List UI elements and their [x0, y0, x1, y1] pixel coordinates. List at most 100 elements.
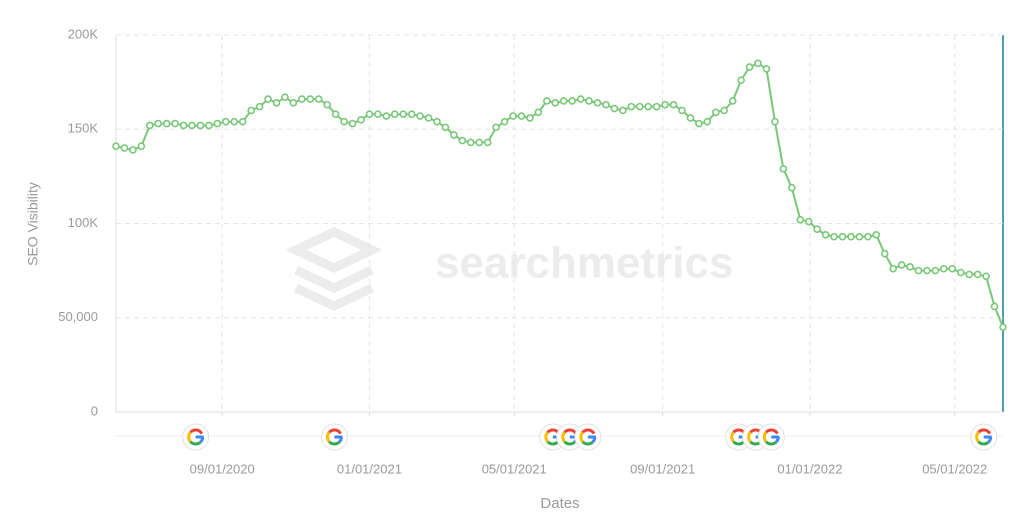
- point: [526, 114, 534, 122]
- point: [247, 106, 255, 115]
- logo-arc: [747, 431, 752, 443]
- logo-arc: [762, 431, 768, 443]
- point: [331, 110, 340, 118]
- google-update-marker: [320, 423, 348, 451]
- logo-arc: [977, 428, 992, 435]
- point: [754, 59, 762, 68]
- logo-arc: [189, 428, 204, 435]
- point: [390, 110, 399, 118]
- logo-arc: [546, 440, 559, 446]
- point: [264, 95, 272, 103]
- point: [737, 76, 745, 85]
- point: [897, 261, 906, 269]
- x-tick-label: 05/01/2021: [482, 461, 547, 476]
- y-tick-label: 200K: [68, 26, 99, 41]
- point: [644, 102, 653, 111]
- point: [635, 102, 644, 111]
- logo-arc: [581, 440, 594, 446]
- logo-arc: [975, 431, 980, 443]
- point: [720, 106, 729, 115]
- point: [534, 108, 543, 117]
- point: [112, 142, 120, 151]
- point: [145, 121, 154, 130]
- point: [475, 138, 484, 147]
- point: [619, 106, 627, 115]
- point: [441, 123, 450, 132]
- point: [711, 108, 720, 117]
- point: [424, 114, 433, 122]
- point: [222, 117, 230, 126]
- point: [804, 217, 813, 226]
- y-tick-label: 150K: [68, 121, 99, 136]
- point: [543, 97, 551, 105]
- point: [551, 99, 560, 107]
- point: [272, 99, 281, 107]
- point: [399, 110, 408, 118]
- point: [205, 121, 213, 130]
- point: [365, 110, 374, 118]
- point: [855, 232, 864, 241]
- point: [847, 232, 855, 241]
- point: [171, 119, 179, 128]
- point: [213, 119, 222, 128]
- point: [948, 264, 957, 273]
- point: [348, 119, 357, 128]
- logo-arc: [581, 428, 596, 435]
- watermark-logo: [285, 227, 383, 311]
- logo-arc: [326, 431, 331, 443]
- logo-arc: [561, 431, 566, 443]
- point: [906, 263, 914, 271]
- point: [652, 102, 661, 111]
- point: [450, 131, 458, 139]
- point: [602, 100, 610, 109]
- point: [179, 121, 188, 130]
- point: [788, 183, 796, 192]
- point: [568, 97, 576, 105]
- point: [999, 323, 1007, 331]
- point: [813, 225, 821, 233]
- point: [923, 266, 931, 275]
- point: [483, 138, 492, 147]
- y-tick-label: 50,000: [58, 309, 98, 324]
- point: [678, 106, 686, 115]
- logo-arc: [579, 431, 585, 443]
- point: [255, 102, 264, 111]
- y-tick-label: 100K: [68, 215, 99, 230]
- point: [374, 110, 382, 118]
- point: [669, 100, 678, 109]
- point: [593, 99, 602, 107]
- point: [466, 138, 475, 147]
- point: [314, 95, 323, 103]
- point: [982, 272, 990, 281]
- logo-arc: [977, 440, 990, 446]
- point: [931, 266, 940, 275]
- point: [416, 112, 424, 120]
- point: [610, 104, 619, 113]
- point: [298, 95, 306, 103]
- point: [289, 99, 298, 107]
- x-axis-title: Dates: [540, 495, 579, 512]
- point: [230, 117, 239, 126]
- point: [154, 119, 163, 128]
- point: [771, 117, 779, 126]
- point: [830, 232, 838, 241]
- point: [762, 65, 771, 73]
- point: [323, 100, 331, 109]
- x-tick-label: 05/01/2022: [922, 461, 987, 476]
- point: [492, 123, 500, 132]
- point: [956, 268, 965, 277]
- point: [517, 112, 526, 120]
- point: [695, 119, 703, 128]
- y-tick-label: 0: [91, 403, 98, 418]
- point: [559, 97, 568, 105]
- logo-arc: [189, 440, 202, 446]
- point: [940, 264, 948, 273]
- point: [585, 97, 593, 105]
- logo-arc: [328, 428, 342, 435]
- point: [357, 116, 365, 124]
- google-update-marker: [574, 423, 602, 451]
- point: [458, 136, 467, 145]
- point: [864, 232, 872, 241]
- point: [188, 121, 196, 130]
- point: [686, 114, 695, 122]
